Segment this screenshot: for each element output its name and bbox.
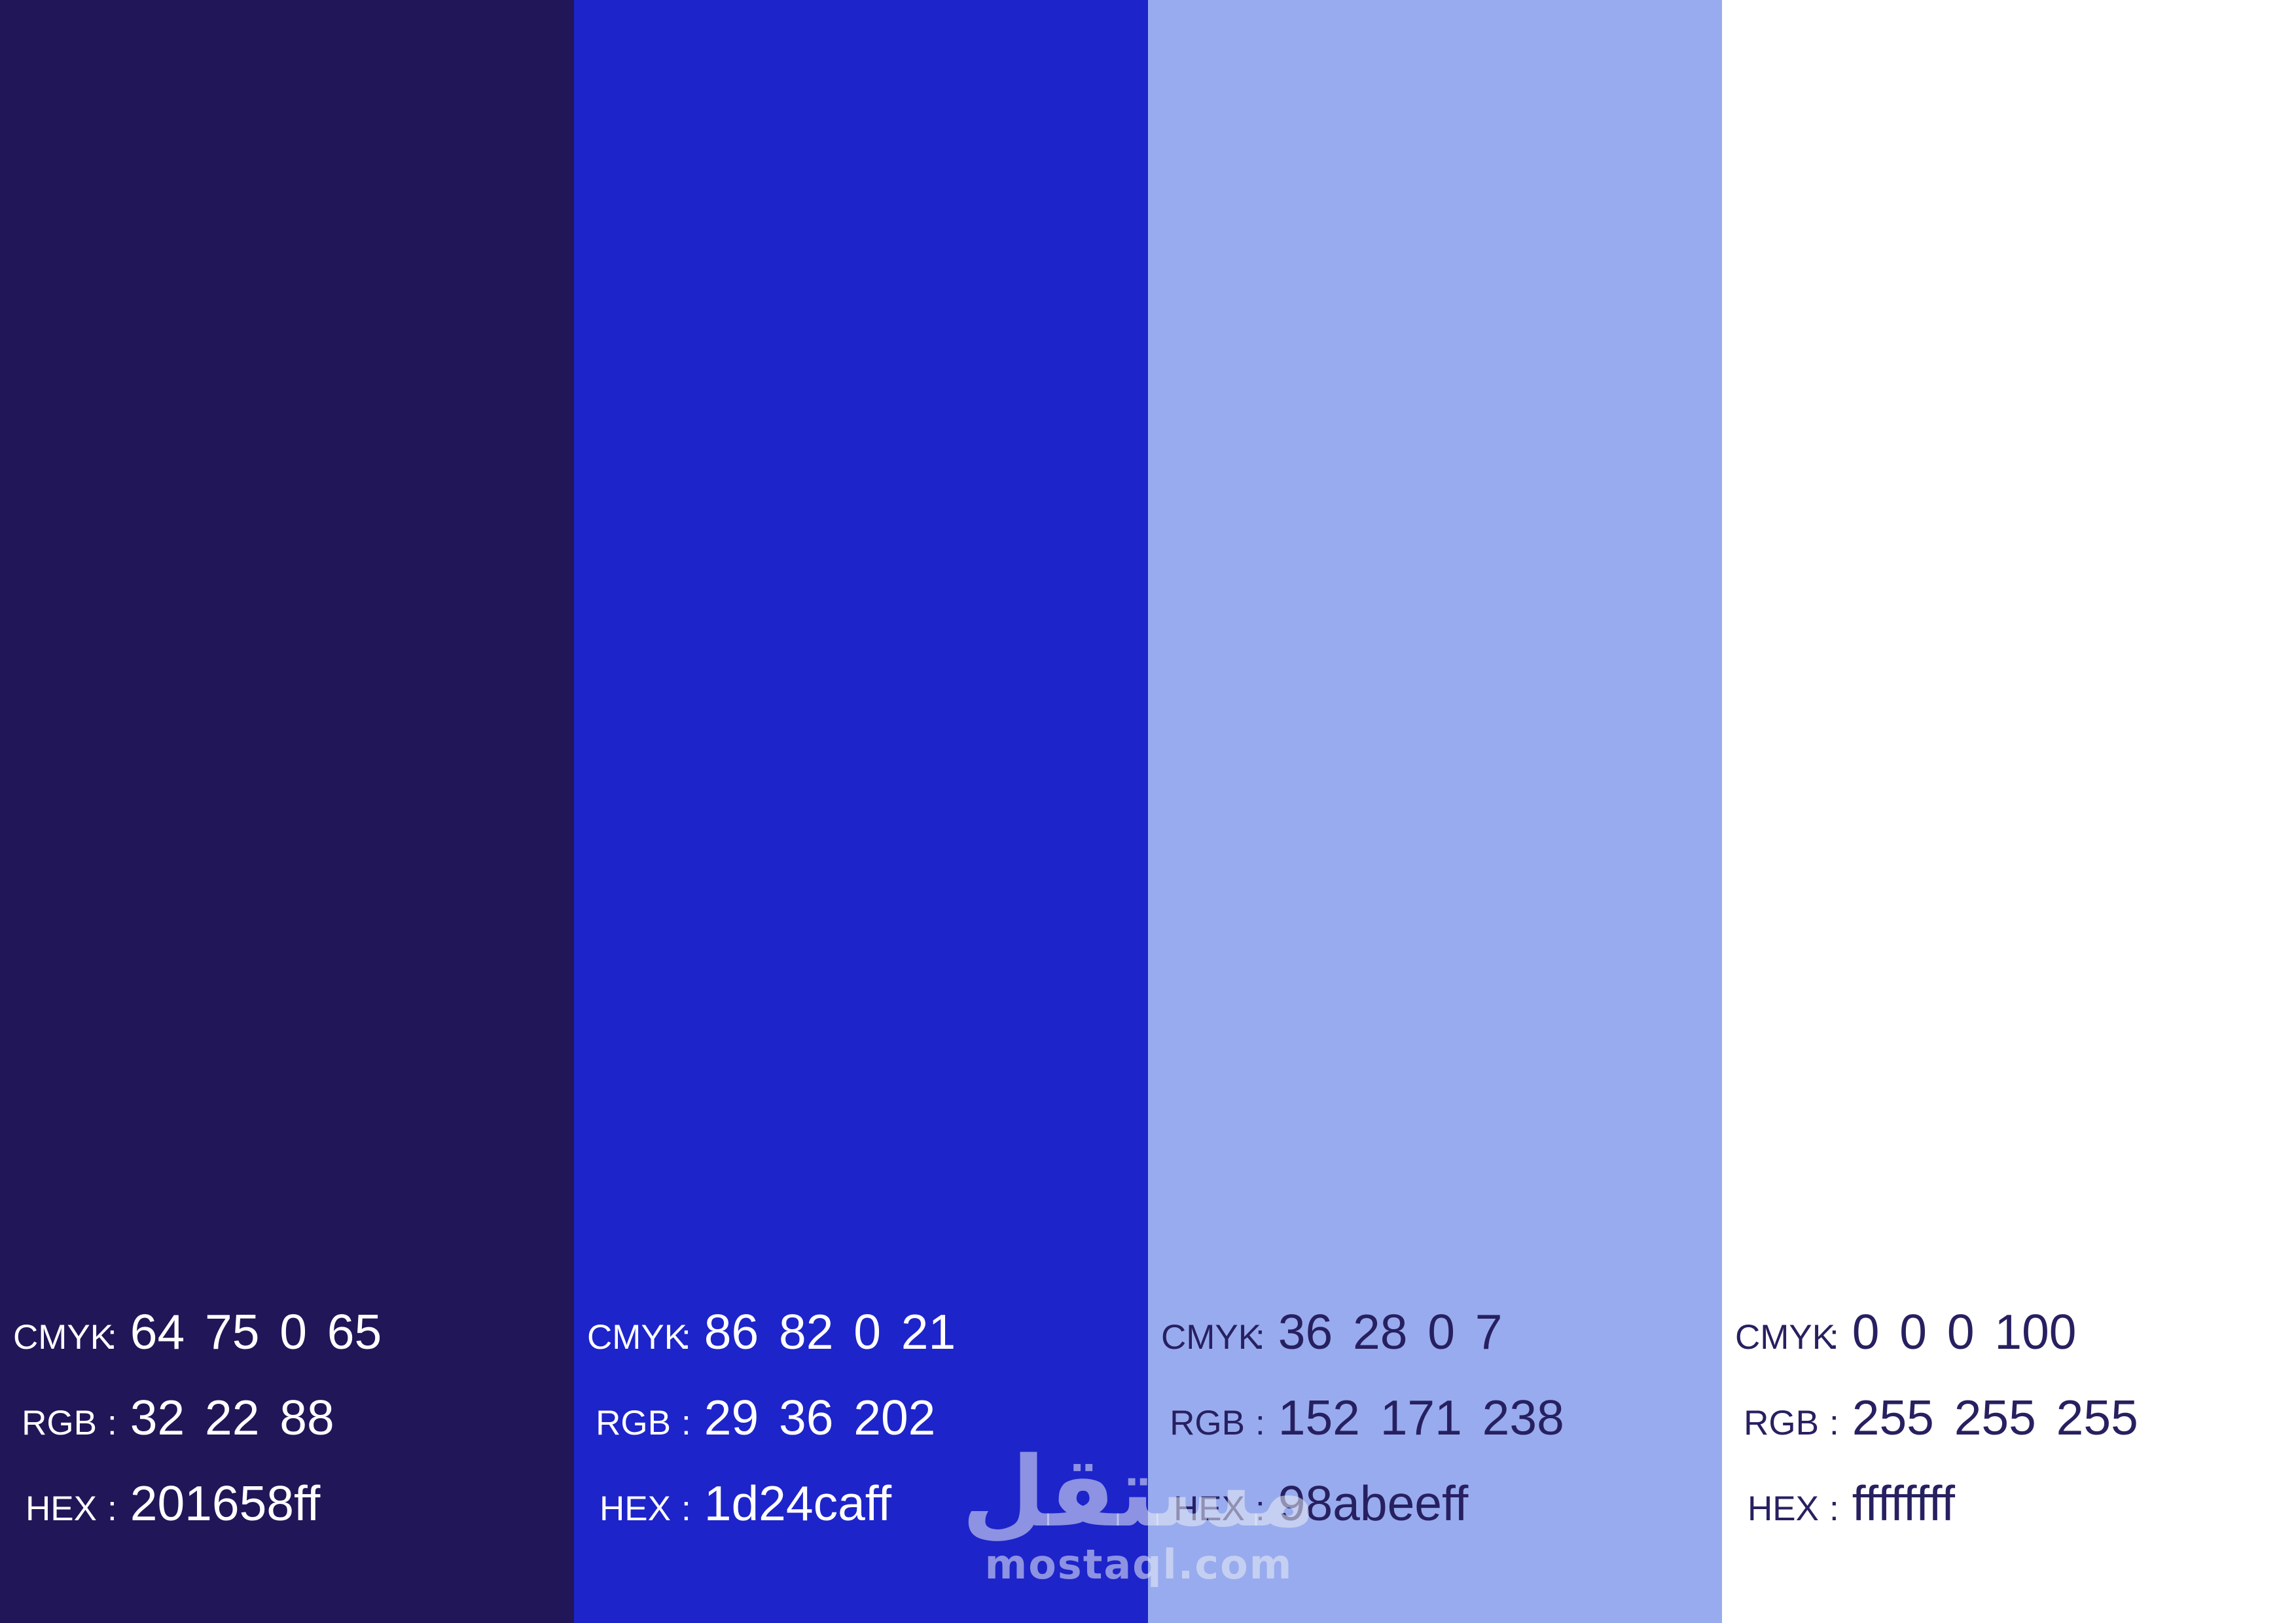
separator: : (1255, 1489, 1265, 1528)
rgb-label: RGB (1744, 1404, 1819, 1442)
separator: : (1829, 1404, 1839, 1442)
separator: : (107, 1404, 117, 1442)
cmyk-row: CMYK:64 75 0 65 (13, 1304, 574, 1360)
cmyk-value: 86 82 0 21 (704, 1304, 956, 1359)
swatch-info: CMYK:36 28 0 7 RGB:152 171 238 HEX:98abe… (1148, 1274, 1722, 1623)
rgb-value: 152 171 238 (1278, 1390, 1564, 1445)
cmyk-value: 64 75 0 65 (130, 1304, 382, 1359)
separator: : (1829, 1489, 1839, 1528)
cmyk-row: CMYK:86 82 0 21 (587, 1304, 1148, 1360)
hex-value: 98abeeff (1278, 1476, 1469, 1531)
cmyk-label: CMYK (1161, 1318, 1262, 1357)
hex-value: ffffffff (1852, 1476, 1955, 1531)
hex-row: HEX:201658ff (13, 1475, 574, 1531)
rgb-value: 32 22 88 (130, 1390, 334, 1445)
hex-label: HEX (26, 1489, 97, 1528)
separator: : (1255, 1318, 1265, 1357)
separator: : (107, 1489, 117, 1528)
rgb-row: RGB:29 36 202 (587, 1389, 1148, 1446)
hex-label: HEX (600, 1489, 671, 1528)
rgb-label: RGB (596, 1404, 671, 1442)
hex-label: HEX (1174, 1489, 1245, 1528)
rgb-row: RGB:255 255 255 (1735, 1389, 2296, 1446)
cmyk-label: CMYK (13, 1318, 114, 1357)
separator: : (1829, 1318, 1839, 1357)
separator: : (681, 1404, 691, 1442)
cmyk-value: 36 28 0 7 (1278, 1304, 1503, 1359)
swatch-info: CMYK:0 0 0 100 RGB:255 255 255 HEX: fffff… (1722, 1274, 2296, 1623)
color-swatch-periwinkle: CMYK:36 28 0 7 RGB:152 171 238 HEX:98abe… (1148, 0, 1722, 1623)
cmyk-label: CMYK (587, 1318, 688, 1357)
rgb-value: 255 255 255 (1852, 1390, 2138, 1445)
hex-row: HEX:1d24caff (587, 1475, 1148, 1531)
rgb-value: 29 36 202 (704, 1390, 936, 1445)
hex-row: HEX:98abeeff (1161, 1475, 1722, 1531)
hex-value: 201658ff (130, 1476, 321, 1531)
separator: : (1255, 1404, 1265, 1442)
cmyk-row: CMYK:0 0 0 100 (1735, 1304, 2296, 1360)
hex-value: 1d24caff (704, 1476, 892, 1531)
hex-label: HEX (1748, 1489, 1819, 1528)
separator: : (107, 1318, 117, 1357)
cmyk-value: 0 0 0 100 (1852, 1304, 2077, 1359)
separator: : (681, 1489, 691, 1528)
rgb-label: RGB (22, 1404, 97, 1442)
rgb-row: RGB:32 22 88 (13, 1389, 574, 1446)
cmyk-row: CMYK:36 28 0 7 (1161, 1304, 1722, 1360)
rgb-label: RGB (1170, 1404, 1245, 1442)
color-swatch-white: CMYK:0 0 0 100 RGB:255 255 255 HEX: fffff… (1722, 0, 2296, 1623)
rgb-row: RGB:152 171 238 (1161, 1389, 1722, 1446)
swatch-info: CMYK:64 75 0 65 RGB:32 22 88 HEX:201658f… (0, 1274, 574, 1623)
hex-row: HEX: ffffffff (1735, 1475, 2296, 1531)
color-swatch-dark-navy: CMYK:64 75 0 65 RGB:32 22 88 HEX:201658f… (0, 0, 574, 1623)
cmyk-label: CMYK (1735, 1318, 1836, 1357)
swatch-info: CMYK:86 82 0 21 RGB:29 36 202 HEX:1d24ca… (574, 1274, 1148, 1623)
separator: : (681, 1318, 691, 1357)
color-swatch-royal-blue: CMYK:86 82 0 21 RGB:29 36 202 HEX:1d24ca… (574, 0, 1148, 1623)
